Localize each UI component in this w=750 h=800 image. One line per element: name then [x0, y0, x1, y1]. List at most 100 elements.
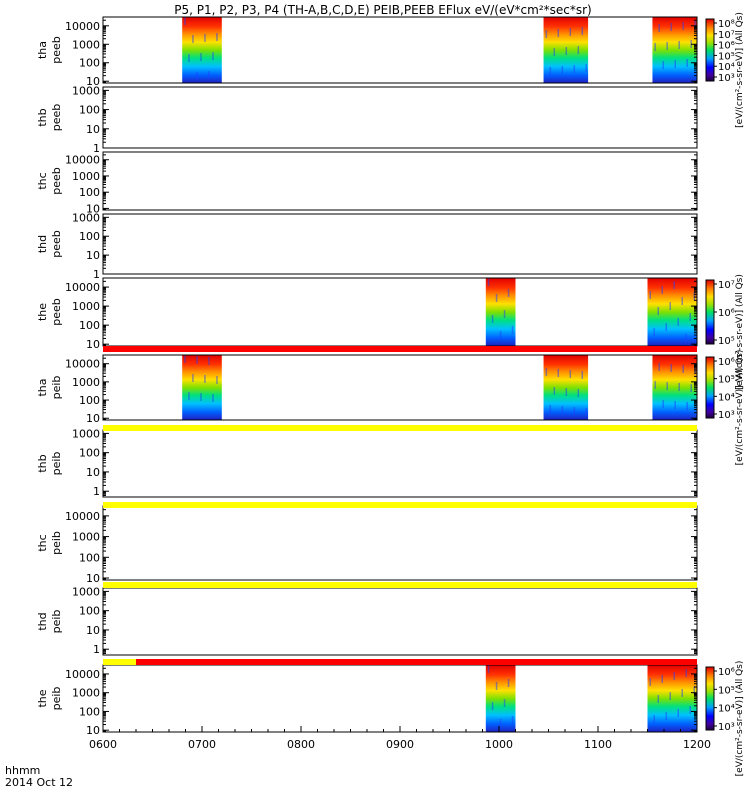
- panel-label-probe: thb: [36, 454, 49, 472]
- spectrogram-streak: [657, 307, 659, 315]
- spectrogram-streak: [673, 672, 675, 680]
- colorbar-tick-label: 10⁴: [718, 704, 735, 715]
- y-tick-label: 1: [93, 268, 100, 281]
- y-tick-label: 10: [86, 724, 100, 737]
- spectrogram-streak: [686, 402, 688, 410]
- panel-thc-peeb: 10000 1000 100 10 thc peeb: [36, 151, 698, 215]
- spectrogram-streak: [653, 715, 655, 723]
- spectrogram-block-0: [182, 355, 222, 420]
- panel-label-probe: the: [36, 303, 49, 321]
- spectrogram-streak: [665, 323, 667, 331]
- date-label: 2014 Oct 12: [5, 776, 73, 789]
- spectrogram-streak: [661, 286, 663, 294]
- spectrogram-streak: [693, 292, 695, 300]
- mode-bar-3: [103, 582, 697, 588]
- colorbar-tick-label: 10⁶: [718, 357, 735, 368]
- spectrogram-streak: [685, 334, 687, 342]
- spectrogram-streak: [678, 383, 680, 391]
- spectrogram-streak: [577, 46, 580, 54]
- spectrogram-streak: [685, 669, 687, 677]
- panel-label-probe: thd: [36, 612, 49, 630]
- spectrogram-block-0: [182, 17, 222, 83]
- panel-frame: [102, 277, 698, 347]
- colorbar-tick-label: 10⁵: [718, 51, 735, 62]
- panel-label-product: peeb: [50, 230, 63, 258]
- y-tick-label: 1000: [72, 427, 100, 440]
- spectrogram-streak: [658, 24, 660, 32]
- colorbar-label: [eV/(cm²-s-sr-eV)] (All Qs): [735, 350, 745, 466]
- spectrogram-streak: [690, 384, 692, 392]
- x-tick-label: 0700: [188, 738, 216, 751]
- panel-label-product: peib: [50, 610, 63, 634]
- spectrogram-block-1: [647, 278, 697, 346]
- spectrogram-streak: [585, 408, 588, 416]
- spectrogram-streak: [216, 33, 218, 41]
- spectrogram-streak: [694, 21, 696, 29]
- colorbar-tick-label: 10³: [718, 722, 735, 733]
- spectrogram-streak: [573, 65, 576, 73]
- mode-bar-segment: [103, 659, 136, 665]
- x-tick-label: 0900: [386, 738, 414, 751]
- y-tick-label: 1000: [72, 211, 100, 224]
- panel-label-probe: thb: [36, 108, 49, 126]
- spectrogram-streak: [204, 34, 206, 42]
- spectrogram-streak: [561, 66, 564, 74]
- y-tick-label: 1000: [72, 38, 100, 51]
- y-tick-label: 100: [79, 605, 100, 618]
- spectrogram-streak: [662, 400, 664, 408]
- panel-label-probe: the: [36, 689, 49, 707]
- spectrogram-streak: [669, 692, 671, 700]
- spectrogram-streak: [549, 67, 552, 75]
- colorbar-tick-label: 10⁶: [718, 41, 735, 52]
- spectrogram-block-1: [647, 665, 697, 732]
- mode-bar-segment: [103, 582, 697, 588]
- spectrogram-streak: [200, 393, 202, 401]
- spectrogram-streak: [557, 29, 560, 37]
- spectrogram-streak: [188, 392, 190, 400]
- panel-the-peib: 10000 1000 100 10 the peib 10⁶ 10⁵ 10⁴ 10³ [eV/(cm…: [36, 661, 745, 777]
- colorbar-tick-label: 10⁷: [718, 30, 735, 41]
- y-tick-label: 10: [86, 466, 100, 479]
- spectrogram-streak: [553, 387, 556, 395]
- panel-label-product: peeb: [50, 298, 63, 326]
- panel-tha-peib: 10000 1000 100 10 tha peib 10⁶ 10⁵ 10⁴ 10³ [eV/(cm…: [36, 350, 745, 466]
- y-tick-label: 100: [79, 57, 100, 70]
- mode-bar-segment: [136, 659, 697, 665]
- y-tick-label: 10000: [65, 281, 100, 294]
- spectrogram-streak: [192, 374, 194, 382]
- colorbar-tick-label: 10³: [718, 73, 735, 84]
- panel-frame: [102, 664, 698, 733]
- mode-bar-0: [103, 346, 697, 352]
- mode-bars-group: [103, 346, 697, 665]
- y-tick-label: 100: [79, 447, 100, 460]
- spectrogram-streak: [654, 381, 656, 389]
- spectrogram-streak: [693, 686, 695, 694]
- spectrogram-streak: [503, 699, 506, 707]
- y-tick-label: 10000: [65, 510, 100, 523]
- spectrogram-streak: [569, 28, 572, 36]
- spectrogram-streak: [565, 47, 568, 55]
- spectrogram-streak: [216, 376, 218, 384]
- colorbar-scale: [705, 666, 715, 731]
- spectrogram-streak: [565, 388, 568, 396]
- y-tick-label: 100: [79, 394, 100, 407]
- spectrogram-streak: [662, 61, 664, 69]
- panel-label-probe: tha: [36, 41, 49, 59]
- y-tick-label: 1000: [72, 531, 100, 544]
- colorbar-tick-label: 10⁷: [718, 280, 735, 291]
- colorbar: 10⁶ 10⁵ 10⁴ 10³ [eV/(cm²-s-sr-eV)] (All Qs): [705, 661, 745, 776]
- spectrogram-streak: [212, 394, 214, 402]
- y-tick-label: 10: [86, 412, 100, 425]
- y-tick-label: 1000: [72, 687, 100, 700]
- spectrogram-streak: [184, 355, 186, 363]
- colorbar: 10⁶ 10⁵ 10⁴ 10³ [eV/(cm²-s-sr-eV)] (All Qs): [705, 350, 745, 466]
- spectrogram-streak: [661, 675, 663, 683]
- panel-thb-peeb: 1000 100 10 1 thb peeb: [36, 84, 698, 155]
- spectrogram-streak: [674, 401, 676, 409]
- y-tick-label: 10: [86, 249, 100, 262]
- y-tick-label: 1000: [72, 84, 100, 97]
- y-tick-label: 100: [79, 186, 100, 199]
- spectrogram-streak: [495, 294, 498, 302]
